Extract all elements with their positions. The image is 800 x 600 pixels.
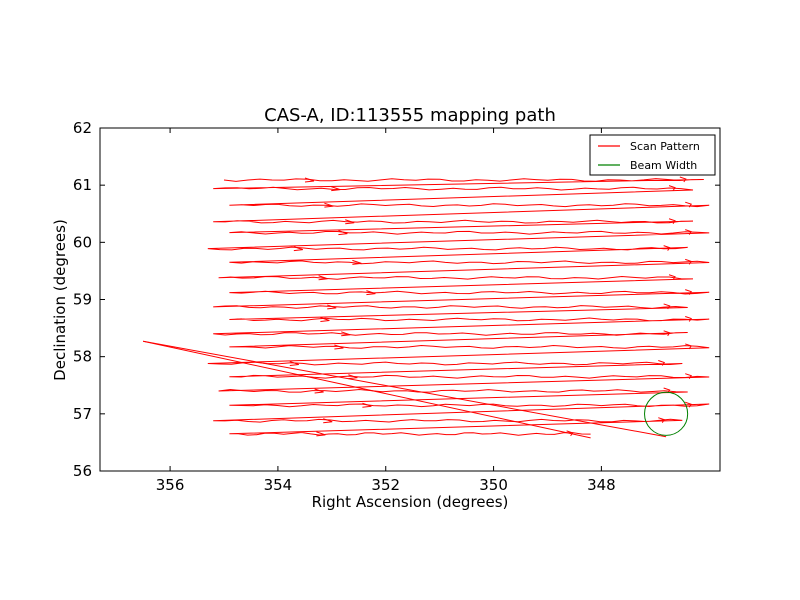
scan-turnaround-mark <box>685 343 692 350</box>
scan-diagonal-line <box>143 340 667 438</box>
scan-jitter-mark <box>345 219 355 225</box>
scan-turnaround-mark <box>685 373 692 379</box>
scan-turnaround-mark <box>668 218 676 225</box>
scan-jitter-mark <box>331 186 341 192</box>
scan-jitter-mark <box>316 431 326 437</box>
y-tick-label: 59 <box>73 291 92 309</box>
y-tick-label: 61 <box>73 176 92 194</box>
scan-turnaround-mark <box>566 430 574 437</box>
scan-jitter-mark <box>341 331 351 337</box>
y-tick-label: 58 <box>73 348 92 366</box>
scan-jitter-mark <box>304 177 315 183</box>
scan-jitter-mark <box>320 317 330 323</box>
data-layer <box>143 176 710 439</box>
scan-turnaround-mark <box>658 360 666 366</box>
scan-turnaround-mark <box>663 330 671 337</box>
scan-jitter-mark <box>318 275 328 281</box>
y-tick-label: 62 <box>73 119 92 137</box>
scan-turnaround-mark <box>685 316 692 322</box>
x-tick-label: 354 <box>264 476 293 494</box>
legend[interactable]: Scan Pattern Beam Width <box>589 134 716 176</box>
x-tick-label: 352 <box>371 476 400 494</box>
scan-jitter-mark <box>289 361 299 367</box>
scan-jitter-mark <box>362 402 372 408</box>
legend-box <box>589 134 716 176</box>
scan-jitter-mark <box>327 304 337 310</box>
plot-area: 356 354 352 350 348 56 57 58 59 60 61 62 <box>73 119 721 494</box>
scan-jitter-mark <box>338 230 348 236</box>
x-axis-ticks: 356 354 352 350 348 <box>156 128 616 494</box>
scan-turnaround-mark <box>668 274 676 281</box>
scan-jitter-mark <box>324 202 334 208</box>
chart-title: CAS-A, ID:113555 mapping path <box>264 105 556 126</box>
scan-jitter-mark <box>352 259 362 265</box>
x-tick-label: 350 <box>479 476 508 494</box>
scan-jitter-mark <box>323 418 333 424</box>
scan-turnaround-mark <box>685 258 692 265</box>
scan-turnaround-mark <box>685 229 692 235</box>
scan-jitter-mark <box>293 246 303 252</box>
scan-turnaround-mark <box>685 401 692 408</box>
scan-turnaround-mark <box>663 245 671 251</box>
y-axis-ticks: 56 57 58 59 60 61 62 <box>73 119 720 480</box>
legend-label-beam-width: Beam Width <box>630 159 697 172</box>
y-axis-label: Declination (degrees) <box>51 219 69 381</box>
beam-width-circle <box>644 391 689 436</box>
scan-turnaround-mark <box>685 289 692 295</box>
scan-turnaround-mark <box>663 303 671 310</box>
y-tick-label: 56 <box>73 462 92 480</box>
scan-jitter-mark <box>348 374 358 380</box>
x-tick-label: 348 <box>587 476 616 494</box>
scan-jitter-mark <box>314 388 324 394</box>
legend-label-scan-pattern: Scan Pattern <box>630 140 700 153</box>
x-tick-label: 356 <box>156 476 185 494</box>
x-axis-label: Right Ascension (degrees) <box>312 493 509 511</box>
scan-jitter-mark <box>366 290 376 296</box>
scan-turnaround-mark <box>658 417 666 423</box>
scan-jitter-mark <box>334 344 344 350</box>
y-tick-label: 57 <box>73 405 92 423</box>
scan-turnaround-mark <box>685 201 692 208</box>
scan-turnaround-mark <box>668 185 676 191</box>
scan-diagonal-line-2 <box>143 340 591 439</box>
scan-turnaround-mark <box>679 176 687 183</box>
scan-pattern-line <box>207 178 710 436</box>
y-tick-label: 60 <box>73 233 92 251</box>
